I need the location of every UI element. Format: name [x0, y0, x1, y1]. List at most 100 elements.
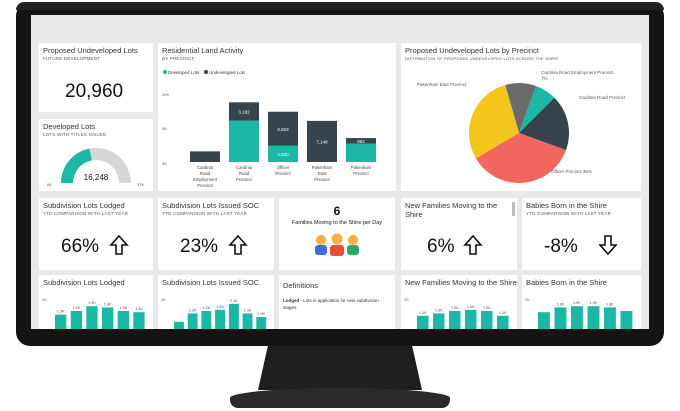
pie-slice[interactable]: [469, 84, 519, 159]
legend-undeveloped-swatch: [204, 70, 208, 74]
bar-developed[interactable]: [268, 145, 298, 162]
monitor-stand-neck: [258, 346, 422, 390]
mini-bar[interactable]: [133, 312, 145, 329]
category-label: Pakenham: [312, 165, 333, 170]
mini-bar[interactable]: [449, 311, 461, 329]
kpi-value: 6%: [427, 236, 455, 257]
kpi-new-families-tile[interactable]: New Families Moving to the Shire 6%: [401, 198, 517, 270]
residential-activity-tile[interactable]: Residential Land Activity BY PRECINCT De…: [158, 43, 396, 191]
mini-bar[interactable]: [242, 313, 253, 329]
mini-bar[interactable]: [538, 312, 550, 329]
ytick-5k: 5K: [162, 126, 167, 131]
bar-label-undeveloped: 962: [357, 139, 365, 144]
gauge-max: 37K: [137, 182, 144, 187]
mini-bar[interactable]: [571, 306, 583, 329]
bar-undeveloped[interactable]: [229, 102, 259, 121]
mini-bar[interactable]: [604, 307, 616, 329]
mini-bar-label: 1.3K: [435, 308, 443, 312]
pie-slice[interactable]: [519, 86, 555, 133]
pie-tile[interactable]: Proposed Undeveloped Lots by Precinct DI…: [401, 43, 641, 191]
tile-subtitle: BY PRECINCT: [162, 56, 195, 61]
mini-bar[interactable]: [228, 303, 239, 329]
mini-bar[interactable]: [102, 307, 114, 329]
pie-slice[interactable]: [505, 82, 537, 133]
scrollbar[interactable]: [512, 202, 515, 216]
bar-developed[interactable]: [229, 120, 259, 162]
legend-developed: Developed Lots: [168, 70, 200, 75]
tile-title: New Families Moving to the Shire: [405, 201, 498, 219]
family-icon: [315, 233, 359, 256]
mini-bar[interactable]: [587, 306, 600, 329]
category-label: Precinct: [314, 177, 330, 182]
mini-bar[interactable]: [256, 317, 267, 329]
bar-undeveloped[interactable]: [307, 120, 337, 162]
bar-undeveloped[interactable]: [268, 111, 298, 146]
tile-title: Babies Born in the Shire: [526, 201, 607, 210]
definitions-title: Definitions: [283, 281, 319, 290]
definition-term: Lodged: [283, 298, 300, 303]
kpi-babies-tile[interactable]: Babies Born in the Shire YTD COMPARISON …: [522, 198, 641, 270]
pie-slice[interactable]: [519, 97, 570, 151]
mini-bar[interactable]: [433, 313, 445, 329]
tile-title: Subdivision Lots Issued SOC: [162, 278, 260, 287]
definition-lodged: Lodged - Lots in application for new sub…: [283, 297, 391, 311]
mini-bar-label: 1.1K: [419, 311, 427, 315]
mini-babies-tile[interactable]: Babies Born in the Shire 2K 1.8K 1.9K 1.9K 1…: [522, 275, 641, 329]
mini-bar[interactable]: [201, 311, 212, 329]
mini-bar[interactable]: [497, 315, 509, 329]
bar-undeveloped[interactable]: [190, 151, 220, 162]
mini-ytick: 2K: [161, 297, 166, 302]
bar-developed[interactable]: [346, 143, 376, 162]
tile-title: Subdivision Lots Lodged: [43, 278, 125, 287]
bar-undeveloped[interactable]: [346, 138, 376, 144]
mini-lots-issued-tile[interactable]: Subdivision Lots Issued SOC 2K 1.3K 1.5K 1.…: [158, 275, 274, 329]
mini-bar-label: 1.8K: [556, 302, 564, 306]
kpi-lots-lodged-tile[interactable]: Subdivision Lots Lodged YTD COMPARISON W…: [39, 198, 153, 270]
category-label: Precinct: [197, 183, 213, 188]
ytick-0k: 0K: [162, 161, 167, 166]
mini-bar[interactable]: [117, 311, 129, 329]
mini-lots-lodged-tile[interactable]: Subdivision Lots Lodged 2K 1.3K 1.5K 1.9K 1.…: [39, 275, 153, 329]
developed-lots-tile[interactable]: Developed Lots LOTS WITH TITLES ISSUED 1…: [39, 119, 153, 191]
tile-title: Subdivision Lots Issued SOC: [162, 201, 260, 210]
pie-slices: [469, 82, 570, 184]
tile-subtitle: DISTRIBUTION OF PROPOSED UNDEVELOPED LOT…: [405, 56, 559, 61]
ytick-10k: 10K: [162, 92, 169, 97]
kpi-lots-issued-tile[interactable]: Subdivision Lots Issued SOC YTD COMPARIS…: [158, 198, 274, 270]
mini-bar[interactable]: [465, 309, 477, 329]
families-caption: Families Moving to the Shire per Day: [291, 220, 383, 226]
category-label: East: [318, 171, 327, 176]
mini-bar-label: 1.5K: [119, 306, 127, 310]
legend-developed-swatch: [163, 70, 167, 74]
tile-title: Proposed Undeveloped Lots by Precinct: [405, 46, 539, 55]
category-label: Precinct: [353, 171, 369, 176]
mini-bar[interactable]: [187, 313, 198, 329]
mini-bar[interactable]: [55, 314, 67, 329]
mini-bar[interactable]: [86, 306, 98, 329]
tile-title: Proposed Undeveloped Lots: [43, 46, 138, 55]
bar-label-developed: 2,820: [277, 152, 289, 157]
proposed-lots-tile[interactable]: Proposed Undeveloped Lots FUTURE DEVELOP…: [39, 43, 153, 112]
mini-bar-label: 1.6K: [216, 305, 224, 309]
tile-subtitle: YTD COMPARISON WITH LAST YEAR: [526, 211, 612, 216]
pie-pct-cardinia-employment: 7%: [541, 76, 548, 81]
pie-label-cardinia-employment: Cardinia Road Employment Precinct: [541, 70, 614, 75]
mini-bar[interactable]: [554, 307, 567, 329]
pie-slice[interactable]: [475, 133, 566, 184]
mini-bar[interactable]: [174, 321, 184, 329]
definitions-tile[interactable]: Definitions Lodged - Lots in application…: [279, 275, 395, 329]
mini-bar[interactable]: [417, 315, 429, 329]
mini-bar[interactable]: [70, 311, 82, 329]
pie-label-pakenham-east: Pakenham East Precinct: [417, 82, 467, 87]
category-label: Cardinia: [197, 165, 214, 170]
mini-bar[interactable]: [620, 311, 633, 329]
mini-bar[interactable]: [215, 309, 225, 329]
pie-label-officer: Officer Precinct 36%: [551, 169, 592, 174]
tile-title: Babies Born in the Shire: [526, 278, 607, 287]
mini-bar-label: 1.6K: [467, 305, 475, 309]
mini-new-families-tile[interactable]: New Families Moving to the Shire 2K 1.1K 1…: [401, 275, 517, 329]
tile-subtitle: LOTS WITH TITLES ISSUED: [43, 132, 107, 137]
monitor: Proposed Undeveloped Lots FUTURE DEVELOP…: [16, 2, 664, 346]
families-per-day-tile[interactable]: 6 Families Moving to the Shire per Day: [279, 198, 395, 270]
mini-bar[interactable]: [481, 311, 493, 329]
